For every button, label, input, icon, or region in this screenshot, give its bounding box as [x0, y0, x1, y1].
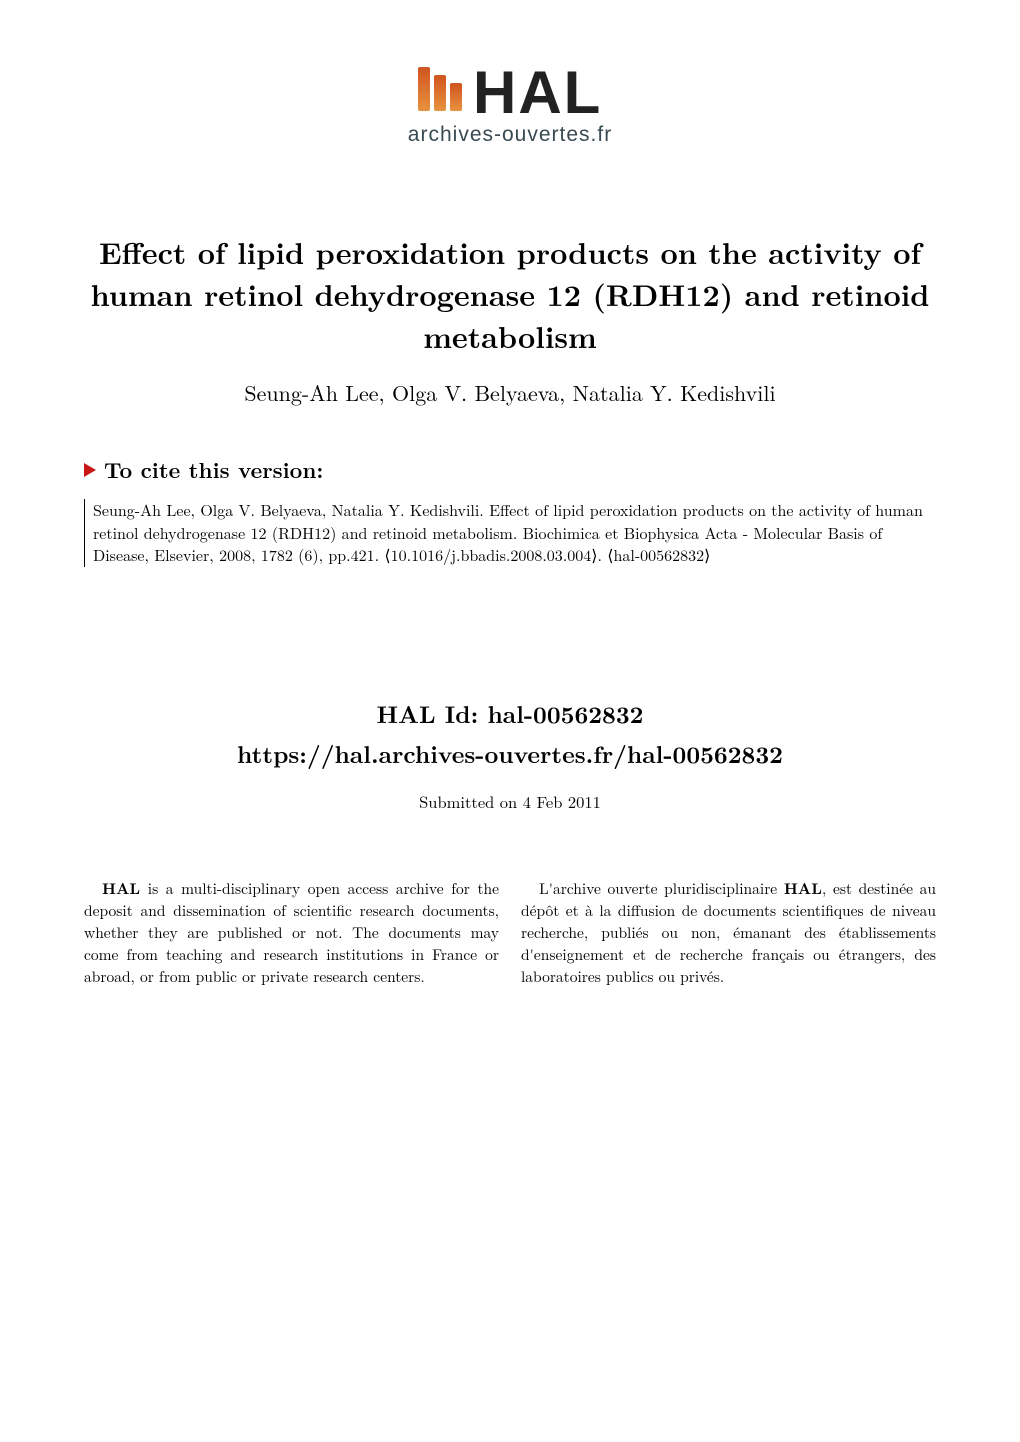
description-left-column: HAL is a multi-disciplinary open access …: [84, 877, 499, 988]
description-right-column: L'archive ouverte pluridisciplinaire HAL…: [521, 877, 936, 988]
right-column-intro: L'archive ouverte pluridisciplinaire: [539, 878, 784, 899]
logo-bar-icon: [418, 67, 430, 111]
hal-logo-subtext: archives-ouvertes.fr: [408, 123, 612, 147]
hal-id-label: HAL Id: hal-00562832: [0, 697, 1020, 731]
paper-title: Effect of lipid peroxidation products on…: [70, 231, 950, 357]
logo-bar-icon: [434, 75, 446, 111]
hal-bold: HAL: [102, 876, 140, 899]
title-section: Effect of lipid peroxidation products on…: [0, 231, 1020, 357]
cite-heading-label: To cite this version:: [104, 454, 323, 485]
logo-bar-icon: [450, 83, 462, 111]
triangle-right-icon: [84, 463, 96, 477]
paper-authors: Seung-Ah Lee, Olga V. Belyaeva, Natalia …: [0, 377, 1020, 408]
citation-block: Seung-Ah Lee, Olga V. Belyaeva, Natalia …: [84, 499, 936, 567]
hal-id-section: HAL Id: hal-00562832 https://hal.archive…: [0, 697, 1020, 771]
hal-bold: HAL: [784, 876, 822, 899]
citation-hal-id: ⟨hal-00562832⟩: [607, 543, 710, 566]
hal-logo-text: HAL: [473, 59, 602, 126]
hal-logo-bars: [418, 67, 462, 111]
submitted-date: Submitted on 4 Feb 2011: [0, 789, 1020, 813]
hal-logo-section: HAL archives-ouvertes.fr: [0, 0, 1020, 167]
cite-heading: To cite this version:: [84, 454, 936, 485]
left-column-text: is a multi-disciplinary open access arch…: [84, 878, 499, 987]
hal-logo: HAL archives-ouvertes.fr: [408, 58, 612, 147]
description-columns: HAL is a multi-disciplinary open access …: [0, 877, 1020, 988]
cite-section: To cite this version: Seung-Ah Lee, Olga…: [0, 454, 1020, 567]
hal-url[interactable]: https://hal.archives-ouvertes.fr/hal-005…: [0, 737, 1020, 771]
citation-doi: ⟨10.1016/j.bbadis.2008.03.004⟩.: [384, 543, 602, 566]
